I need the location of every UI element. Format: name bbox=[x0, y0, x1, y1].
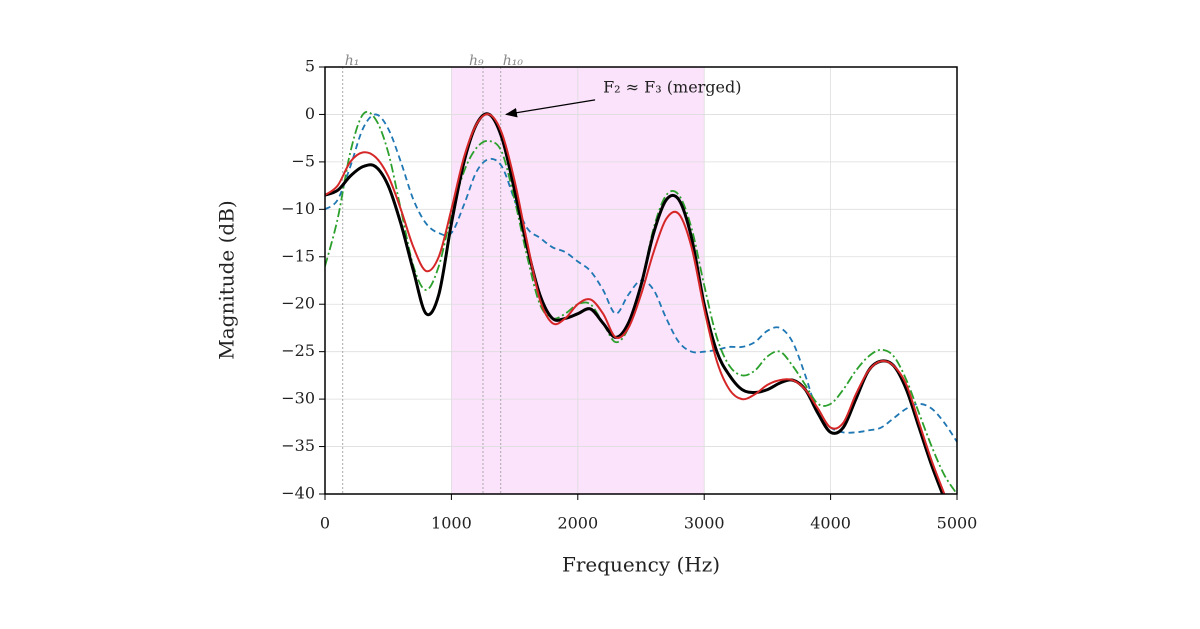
x-axis-label: Frequency (Hz) bbox=[562, 553, 720, 577]
x-tick-label: 4000 bbox=[810, 514, 851, 533]
y-tick-label: −20 bbox=[281, 294, 315, 313]
y-tick-label: −15 bbox=[281, 246, 315, 265]
x-tick-label: 3000 bbox=[684, 514, 725, 533]
series-line bbox=[325, 113, 946, 494]
y-tick-label: −25 bbox=[281, 341, 315, 360]
y-tick-label: −5 bbox=[291, 151, 315, 170]
y-tick-label: −10 bbox=[281, 199, 315, 218]
x-tick-label: 2000 bbox=[557, 514, 598, 533]
harmonic-label: h₁₀ bbox=[503, 53, 524, 69]
y-axis-label: Magnitude (dB) bbox=[215, 200, 239, 360]
annotation-text: F₂ ≈ F₃ (merged) bbox=[603, 77, 741, 96]
y-tick-label: 5 bbox=[305, 57, 315, 76]
x-tick-label: 1000 bbox=[431, 514, 472, 533]
y-tick-label: −35 bbox=[281, 436, 315, 455]
y-tick-label: −40 bbox=[281, 484, 315, 503]
harmonic-label: h₉ bbox=[469, 53, 484, 69]
harmonic-label: h₁ bbox=[345, 53, 360, 69]
annotation-arrow bbox=[504, 99, 596, 118]
series-line bbox=[325, 112, 945, 494]
x-tick-label: 5000 bbox=[937, 514, 978, 533]
x-tick-label: 0 bbox=[320, 514, 330, 533]
y-tick-label: 0 bbox=[305, 104, 315, 123]
y-tick-label: −30 bbox=[281, 389, 315, 408]
lines bbox=[325, 110, 957, 494]
plot-frame bbox=[324, 66, 958, 495]
